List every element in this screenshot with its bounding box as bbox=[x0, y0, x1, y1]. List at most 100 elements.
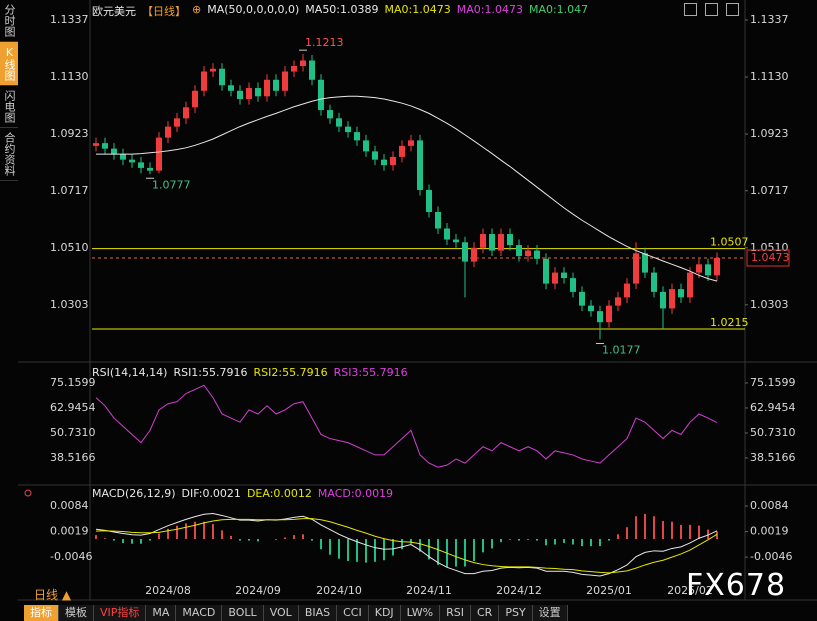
candle-body bbox=[291, 66, 297, 72]
y-tick-label: -0.0046 bbox=[50, 550, 92, 563]
toolbar-tab[interactable]: MA bbox=[146, 605, 177, 621]
candle-body bbox=[561, 272, 567, 279]
x-tick-label: 2025/02 bbox=[667, 584, 713, 597]
support-label: 1.0507 bbox=[710, 236, 749, 249]
candle-body bbox=[93, 143, 99, 146]
y-tick-label: 0.0084 bbox=[750, 499, 789, 512]
candle-body bbox=[453, 239, 459, 243]
macd-header: MACD(26,12,9) DIF:0.0021 DEA:0.0012 MACD:0.… bbox=[92, 487, 393, 500]
toolbar-tab[interactable]: 模板 bbox=[59, 605, 94, 621]
candle-body bbox=[633, 253, 639, 284]
candle-body bbox=[345, 126, 351, 133]
y-tick-label: 1.1130 bbox=[750, 70, 789, 83]
y-tick-label: 0.0019 bbox=[50, 525, 89, 538]
candle-body bbox=[264, 79, 270, 97]
toolbar-tab[interactable]: BOLL bbox=[222, 605, 264, 621]
y-tick-label: -0.0046 bbox=[750, 550, 792, 563]
price-header: 欧元美元 【日线】 ⊕ MA(50,0,0,0,0,0) MA50:1.0389 MA0:… bbox=[92, 3, 588, 19]
sidebar-tab[interactable]: 分时图 bbox=[0, 0, 18, 42]
candle-body bbox=[129, 159, 135, 163]
candle-body bbox=[273, 79, 279, 91]
header-item: MACD:0.0019 bbox=[317, 487, 394, 500]
toolbar-tab[interactable]: VOL bbox=[263, 605, 299, 621]
y-tick-label: 1.1337 bbox=[50, 13, 89, 26]
period-selector[interactable]: 日线 ▲ bbox=[34, 588, 72, 602]
y-tick-label: 50.7310 bbox=[750, 426, 796, 439]
extreme-label: 1.1213 bbox=[305, 36, 344, 49]
candle-body bbox=[426, 189, 432, 212]
candle-body bbox=[651, 272, 657, 292]
sidebar-tab[interactable]: 合约资料 bbox=[0, 128, 18, 181]
candle-body bbox=[642, 253, 648, 273]
candle-body bbox=[489, 234, 495, 251]
x-tick-label: 2025/01 bbox=[586, 584, 632, 597]
y-tick-label: 1.0510 bbox=[50, 241, 89, 254]
header-item: RSI2:55.7916 bbox=[253, 366, 328, 379]
candle-body bbox=[165, 126, 171, 138]
candle-body bbox=[435, 211, 441, 229]
y-tick-label: 0.0084 bbox=[50, 499, 89, 512]
candle-body bbox=[408, 140, 414, 146]
candle-body bbox=[525, 250, 531, 257]
toolbar-tab[interactable]: BIAS bbox=[298, 605, 338, 621]
toolbar-tab[interactable]: CCI bbox=[337, 605, 369, 621]
header-item: 【日线】 bbox=[142, 5, 186, 18]
candle-body bbox=[219, 68, 225, 86]
candle-body bbox=[417, 140, 423, 190]
candle-body bbox=[282, 71, 288, 91]
toolbar-tab[interactable]: 指标 bbox=[24, 605, 59, 621]
candle-body bbox=[246, 88, 252, 100]
sidebar-tab[interactable]: 闪电图 bbox=[0, 86, 18, 128]
candle-body bbox=[120, 154, 126, 160]
candle-body bbox=[138, 162, 144, 168]
y-tick-label: 62.9454 bbox=[750, 401, 796, 414]
toolbar-tab[interactable]: LW% bbox=[400, 605, 441, 621]
toolbar-tab[interactable]: KDJ bbox=[368, 605, 401, 621]
y-tick-label: 75.1599 bbox=[50, 376, 96, 389]
candle-body bbox=[399, 145, 405, 157]
candle-body bbox=[669, 289, 675, 309]
x-tick-label: 2024/12 bbox=[496, 584, 542, 597]
candle-body bbox=[696, 264, 702, 273]
extreme-label: 1.0777 bbox=[152, 178, 191, 191]
candle-body bbox=[579, 291, 585, 306]
candle-body bbox=[570, 278, 576, 292]
candle-body bbox=[300, 60, 306, 66]
macd-line bbox=[95, 512, 718, 577]
candle-body bbox=[687, 272, 693, 298]
toolbar-tab[interactable]: MACD bbox=[176, 605, 223, 621]
y-tick-label: 1.1130 bbox=[50, 70, 89, 83]
y-tick-label: 0.0019 bbox=[750, 525, 789, 538]
icon bbox=[24, 489, 32, 497]
icon[interactable] bbox=[705, 3, 718, 16]
candle-body bbox=[201, 71, 207, 91]
candle-body bbox=[678, 289, 684, 298]
x-tick-label: 2024/08 bbox=[145, 584, 191, 597]
candle-body bbox=[705, 264, 711, 276]
candle-body bbox=[354, 132, 360, 141]
toolbar-tab[interactable]: RSI bbox=[440, 605, 471, 621]
toolbar-tab[interactable]: PSY bbox=[499, 605, 533, 621]
last-price-label: 1.0473 bbox=[751, 251, 790, 264]
y-tick-label: 62.9454 bbox=[50, 401, 96, 414]
toolbar-tab[interactable]: 设置 bbox=[532, 605, 568, 621]
candle-body bbox=[615, 297, 621, 306]
candle-body bbox=[336, 118, 342, 127]
icon[interactable] bbox=[684, 3, 697, 16]
header-item: MA0:1.0473 bbox=[384, 3, 451, 16]
candle-body bbox=[552, 272, 558, 284]
rsi-header: RSI(14,14,14) RSI1:55.7916 RSI2:55.7916 RSI… bbox=[92, 366, 408, 379]
y-tick-label: 1.0923 bbox=[750, 127, 789, 140]
sidebar-tab[interactable]: K线图 bbox=[0, 42, 18, 86]
candle-body bbox=[381, 159, 387, 166]
y-tick-label: 38.5166 bbox=[50, 451, 96, 464]
candle-body bbox=[714, 257, 720, 276]
icon[interactable] bbox=[726, 3, 739, 16]
toolbar-tab[interactable]: VIP指标 bbox=[94, 605, 147, 621]
candle-body bbox=[363, 140, 369, 152]
toolbar-tab[interactable]: CR bbox=[471, 605, 500, 621]
rsi-line bbox=[95, 384, 718, 468]
header-item: RSI3:55.7916 bbox=[333, 366, 408, 379]
candle-body bbox=[660, 291, 666, 309]
